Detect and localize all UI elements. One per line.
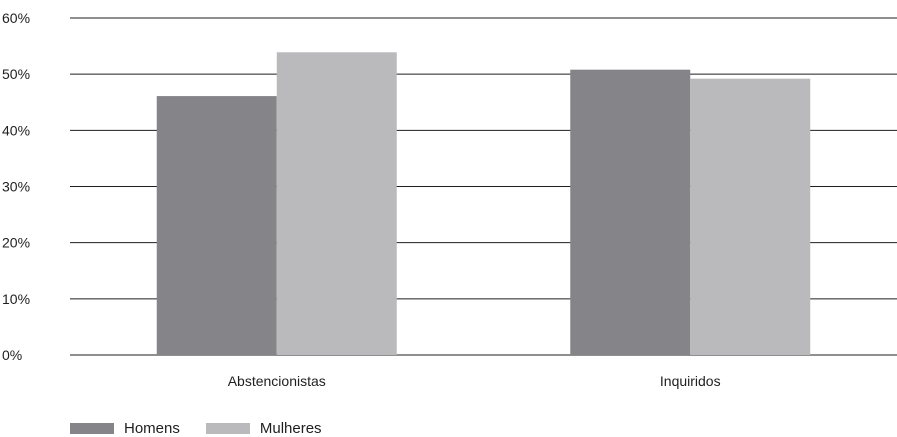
y-tick-label: 30% bbox=[2, 179, 30, 195]
bar-mulheres-inquiridos bbox=[690, 78, 811, 355]
legend-label-mulheres: Mulheres bbox=[259, 420, 322, 437]
bar-homens-abstencionistas bbox=[156, 96, 277, 356]
bar-chart: 0% 10% 20% 30% 40% 50% 60% Abstencionistas Inqu… bbox=[2, 10, 897, 389]
y-tick-label: 20% bbox=[2, 235, 30, 251]
legend-item-homens: Homens bbox=[70, 420, 180, 437]
bar-homens-inquiridos bbox=[570, 69, 691, 355]
x-axis-tick-labels: Abstencionistas Inquiridos bbox=[228, 373, 721, 389]
y-tick-label: 40% bbox=[2, 122, 30, 138]
legend-swatch-homens bbox=[70, 423, 114, 434]
bar-mulheres-abstencionistas bbox=[276, 52, 397, 356]
legend-label-homens: Homens bbox=[124, 420, 180, 437]
legend-swatch-mulheres bbox=[205, 423, 250, 434]
y-tick-label: 60% bbox=[2, 10, 30, 26]
y-tick-label: 10% bbox=[2, 291, 30, 307]
legend-item-mulheres: Mulheres bbox=[205, 420, 322, 437]
y-axis-tick-labels: 0% 10% 20% 30% 40% 50% 60% bbox=[2, 10, 30, 363]
x-tick-label: Inquiridos bbox=[660, 373, 721, 389]
y-tick-label: 50% bbox=[2, 66, 30, 82]
y-tick-label: 0% bbox=[2, 347, 22, 363]
bars bbox=[156, 52, 811, 356]
legend: Homens Mulheres bbox=[70, 420, 348, 437]
x-tick-label: Abstencionistas bbox=[228, 373, 326, 389]
